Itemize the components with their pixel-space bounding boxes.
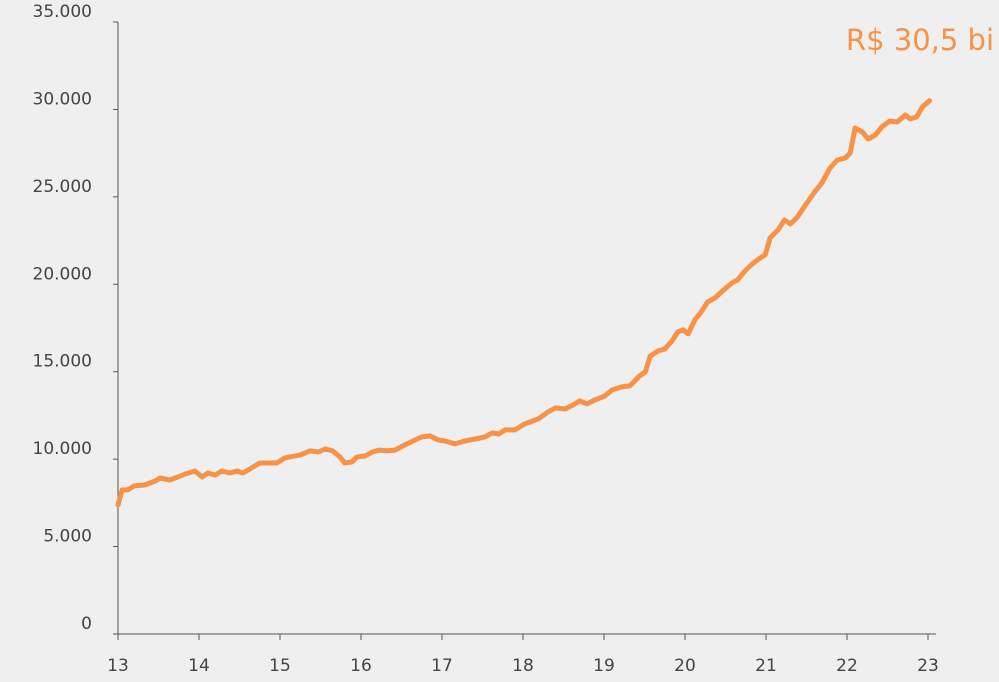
y-tick-label: 15.000 — [33, 352, 92, 372]
x-tick-label: 20 — [674, 656, 696, 676]
line-series — [115, 98, 933, 508]
x-tick-label: 22 — [836, 656, 858, 676]
y-tick-label: 5.000 — [43, 527, 92, 547]
y-tick-label: 25.000 — [33, 177, 92, 197]
y-tick-label: 20.000 — [33, 264, 92, 284]
x-tick-label: 21 — [755, 656, 777, 676]
y-tick-label: 30.000 — [33, 89, 92, 109]
x-tick-label: 16 — [350, 656, 372, 676]
y-tick-label: 0 — [81, 614, 92, 634]
x-tick-label: 23 — [917, 656, 939, 676]
y-tick-label: 35.000 — [33, 2, 92, 22]
x-tick-label: 19 — [593, 656, 615, 676]
x-tick-label: 14 — [188, 656, 210, 676]
annotation: R$ 30,5 bi — [846, 23, 994, 57]
y-tick-label: 10.000 — [33, 439, 92, 459]
x-tick-label: 17 — [431, 656, 453, 676]
x-tick-label: 15 — [269, 656, 291, 676]
x-tick-label: 18 — [512, 656, 534, 676]
x-tick-label: 13 — [107, 656, 129, 676]
